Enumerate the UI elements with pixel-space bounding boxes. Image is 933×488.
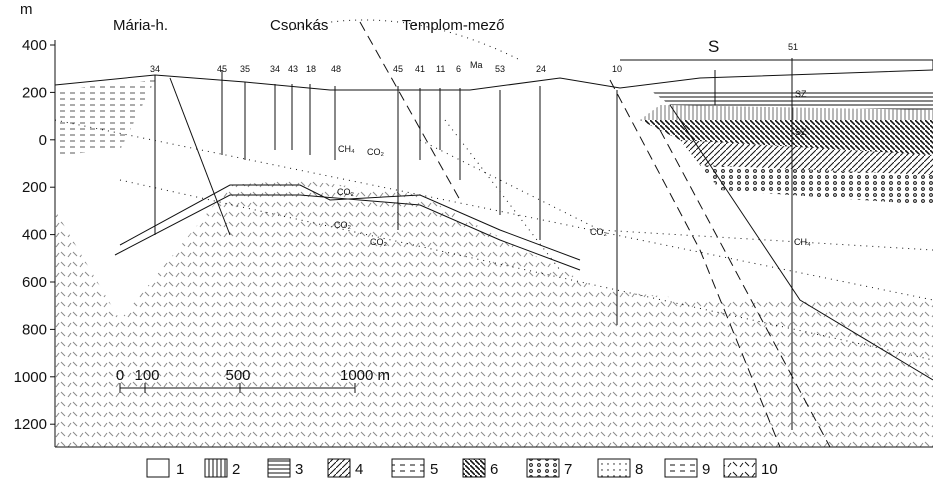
labels: Mária-h. Csonkás Templom-mező S 34 45 35 34 43 18… bbox=[113, 17, 811, 247]
well-number: 45 bbox=[217, 64, 227, 74]
legend-label: 2 bbox=[232, 461, 240, 478]
place-name: S bbox=[708, 37, 719, 56]
geology bbox=[54, 19, 933, 448]
legend-label: 9 bbox=[702, 461, 710, 478]
well-number: 6 bbox=[456, 64, 461, 74]
annotation: CO₂ bbox=[590, 227, 608, 237]
well-number: 10 bbox=[612, 64, 622, 74]
annotation: SZ bbox=[795, 127, 807, 137]
legend-label: 6 bbox=[490, 461, 498, 478]
y-tick-label: 400 bbox=[22, 227, 47, 244]
well-number: 53 bbox=[495, 64, 505, 74]
legend-label: 1 bbox=[176, 461, 184, 478]
scale-label: 1000 m bbox=[340, 367, 390, 384]
y-tick-label: 0 bbox=[39, 132, 47, 149]
annotation: CH₄ bbox=[794, 237, 811, 247]
scale-label: 100 bbox=[134, 367, 159, 384]
well-number: 34 bbox=[150, 64, 160, 74]
legend-label: 5 bbox=[430, 461, 438, 478]
y-tick-label: 800 bbox=[22, 321, 47, 338]
y-tick-label: 200 bbox=[22, 84, 47, 101]
y-tick-label: 400 bbox=[22, 37, 47, 54]
annotation: Ma bbox=[470, 60, 483, 70]
well-number: 43 bbox=[288, 64, 298, 74]
scale-label: 0 bbox=[116, 367, 124, 384]
legend-label: 3 bbox=[295, 461, 303, 478]
annotation: SZ bbox=[795, 89, 807, 99]
place-name: Csonkás bbox=[270, 17, 328, 34]
y-tick-label: 1000 bbox=[14, 369, 47, 386]
well-number: 45 bbox=[393, 64, 403, 74]
legend-label: 4 bbox=[355, 461, 363, 478]
y-tick-label: 200 bbox=[22, 179, 47, 196]
well-number: 41 bbox=[415, 64, 425, 74]
annotation: CH₄ bbox=[338, 144, 355, 154]
annotation: CO₂ bbox=[337, 187, 355, 197]
legend: 1 2 3 4 5 6 7 8 9 10 bbox=[146, 458, 778, 478]
scale-bar: 0 100 500 1000 m bbox=[116, 367, 390, 393]
legend-label: 8 bbox=[635, 461, 643, 478]
annotation: CO₂ bbox=[367, 147, 385, 157]
well-number: 18 bbox=[306, 64, 316, 74]
annotation: CO₂ bbox=[334, 220, 352, 230]
legend-label: 10 bbox=[761, 461, 778, 478]
well-number: 24 bbox=[536, 64, 546, 74]
place-name: Templom-mező bbox=[402, 17, 505, 34]
well-number: 11 bbox=[436, 64, 445, 74]
y-ticks: 400 200 0 200 400 600 800 1000 1200 bbox=[14, 37, 55, 433]
well-number: 34 bbox=[270, 64, 280, 74]
axis-unit: m bbox=[20, 1, 33, 18]
legend-label: 7 bbox=[564, 461, 572, 478]
well-number: 35 bbox=[240, 64, 250, 74]
place-name: Mária-h. bbox=[113, 17, 168, 34]
scale-label: 500 bbox=[225, 367, 250, 384]
well-number: 51 bbox=[788, 42, 798, 52]
annotation: CO₂ bbox=[370, 237, 388, 247]
well-number: 48 bbox=[331, 64, 341, 74]
y-tick-label: 600 bbox=[22, 274, 47, 291]
y-tick-label: 1200 bbox=[14, 416, 47, 433]
